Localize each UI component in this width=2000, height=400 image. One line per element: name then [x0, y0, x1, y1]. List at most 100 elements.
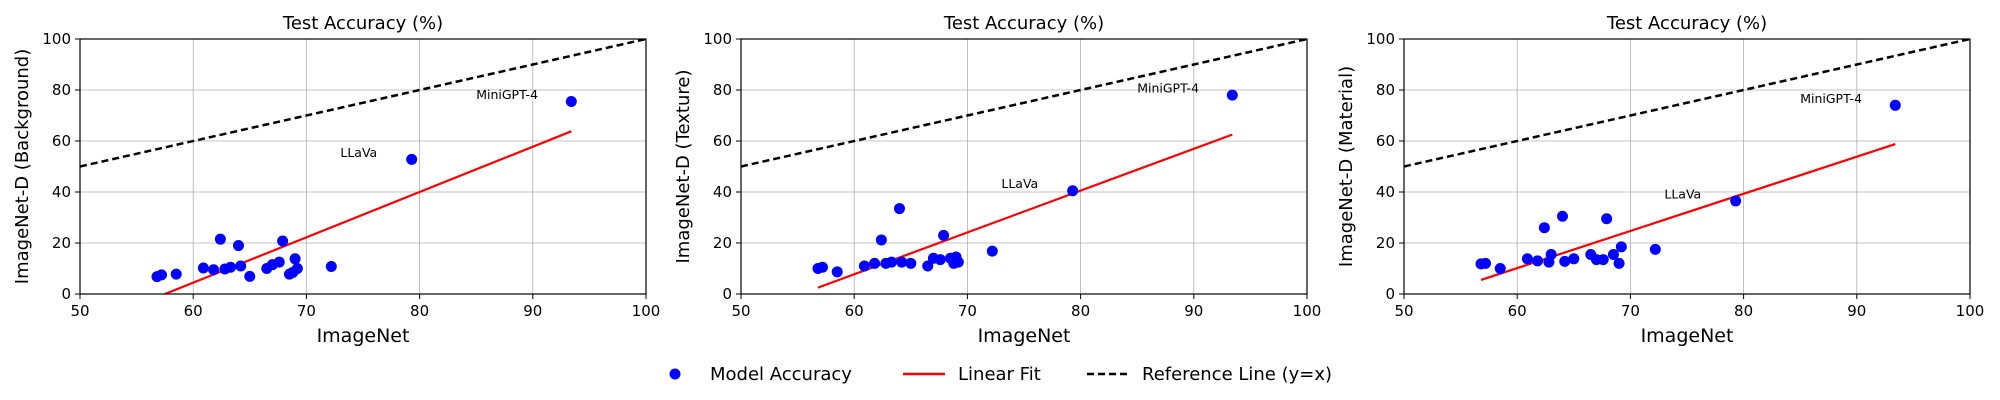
- data-point: [208, 264, 220, 276]
- reference-line: [80, 39, 646, 168]
- data-point: [831, 266, 843, 278]
- data-point: [197, 262, 209, 274]
- point-annotation: MiniGPT-4: [1137, 81, 1199, 96]
- data-point: [1067, 185, 1079, 197]
- data-point: [289, 253, 301, 265]
- gridlines: [1403, 38, 1971, 295]
- data-point: [869, 257, 881, 269]
- point-annotation: LLaVa: [1001, 176, 1038, 191]
- data-point: [875, 234, 887, 246]
- y-tick-label: 0: [722, 285, 732, 303]
- gridlines: [79, 38, 647, 295]
- legend-points-marker: [669, 368, 681, 380]
- data-point: [565, 95, 577, 107]
- y-tick-label: 40: [1376, 183, 1395, 201]
- data-point: [1649, 243, 1661, 255]
- x-axis-label: ImageNet: [317, 325, 410, 347]
- data-point: [1480, 257, 1492, 269]
- y-tick-label: 100: [42, 30, 71, 48]
- data-point: [244, 270, 256, 282]
- y-tick-label: 40: [52, 183, 71, 201]
- point-annotation: MiniGPT-4: [1800, 91, 1862, 106]
- chart-panel-3: LLaVa MiniGPT-4 50 60 70 80 90 100 0 20 40 60 80 100 T…: [1336, 13, 1984, 347]
- data-point: [934, 254, 946, 266]
- data-point: [886, 256, 898, 268]
- data-point: [938, 229, 950, 241]
- x-tick-label: 50: [731, 302, 750, 320]
- x-tick-label: 100: [632, 302, 661, 320]
- x-tick-label: 60: [184, 302, 203, 320]
- data-point: [893, 203, 905, 215]
- data-point: [858, 260, 870, 272]
- chart-panels: LLaVa MiniGPT-4 50 60 70 80 90 100 0 20 40 60 80 100 T…: [12, 13, 1984, 347]
- data-point: [1538, 222, 1550, 234]
- y-axis-label: ImageNet-D (Background): [12, 49, 33, 284]
- chart-title: Test Accuracy (%): [943, 13, 1104, 34]
- y-tick-label: 20: [713, 234, 732, 252]
- y-tick-label: 80: [1376, 81, 1395, 99]
- legend: Model Accuracy Linear Fit Reference Line…: [669, 364, 1332, 385]
- linear-fit-line: [817, 133, 1233, 289]
- data-point: [156, 269, 168, 281]
- data-point: [922, 260, 934, 272]
- legend-points-label: Model Accuracy: [710, 364, 852, 385]
- data-point: [277, 235, 289, 247]
- x-tick-label: 70: [1621, 302, 1640, 320]
- y-tick-label: 0: [1385, 285, 1395, 303]
- y-tick-label: 20: [1376, 234, 1395, 252]
- x-tick-label: 70: [958, 302, 977, 320]
- chart-title: Test Accuracy (%): [1606, 13, 1767, 34]
- data-point: [1568, 253, 1580, 265]
- x-tick-label: 80: [1734, 302, 1753, 320]
- point-annotation: LLaVa: [1664, 186, 1701, 201]
- x-tick-label: 60: [845, 302, 864, 320]
- legend-fit-label: Linear Fit: [958, 364, 1041, 385]
- x-tick-label: 90: [523, 302, 542, 320]
- data-point: [273, 256, 285, 268]
- chart-title: Test Accuracy (%): [282, 13, 443, 34]
- y-tick-label: 80: [713, 81, 732, 99]
- x-axis-label: ImageNet: [1641, 325, 1734, 347]
- x-tick-label: 100: [1293, 302, 1322, 320]
- plot-frame: [740, 38, 1308, 295]
- y-tick-label: 100: [703, 30, 732, 48]
- gridlines: [740, 38, 1308, 295]
- data-point: [1613, 257, 1625, 269]
- x-tick-label: 80: [410, 302, 429, 320]
- data-point: [1615, 241, 1627, 253]
- y-tick-label: 100: [1366, 30, 1395, 48]
- x-tick-label: 70: [297, 302, 316, 320]
- data-point: [1521, 253, 1533, 265]
- y-tick-label: 20: [52, 234, 71, 252]
- data-point: [406, 153, 418, 165]
- x-tick-label: 80: [1071, 302, 1090, 320]
- data-point: [1559, 255, 1571, 267]
- data-point: [896, 256, 908, 268]
- y-axis-label: ImageNet-D (Material): [1336, 66, 1357, 267]
- data-point: [325, 260, 337, 272]
- data-point: [1889, 99, 1901, 111]
- x-tick-label: 50: [1394, 302, 1413, 320]
- data-point: [225, 261, 237, 273]
- point-annotation: MiniGPT-4: [476, 87, 538, 102]
- point-annotation: LLaVa: [340, 145, 377, 160]
- data-point: [1730, 195, 1742, 207]
- data-point: [1601, 213, 1613, 225]
- data-point: [1556, 210, 1568, 222]
- linear-fit-line: [1480, 143, 1896, 282]
- x-tick-label: 90: [1847, 302, 1866, 320]
- chart-panel-1: LLaVa MiniGPT-4 50 60 70 80 90 100 0 20 40 60 80 100 T…: [12, 13, 660, 347]
- data-point: [1494, 263, 1506, 274]
- reference-line: [741, 39, 1307, 168]
- x-tick-label: 90: [1184, 302, 1203, 320]
- data-point: [214, 233, 226, 245]
- y-tick-label: 40: [713, 183, 732, 201]
- y-tick-label: 60: [713, 132, 732, 150]
- data-point: [952, 256, 964, 268]
- y-tick-label: 60: [52, 132, 71, 150]
- data-point: [1545, 248, 1557, 260]
- y-tick-label: 80: [52, 81, 71, 99]
- chart-panel-2: LLaVa MiniGPT-4 50 60 70 80 90 100 0 20 40 60 80 100 T…: [673, 13, 1321, 347]
- reference-line: [1404, 39, 1970, 168]
- data-point: [291, 263, 303, 274]
